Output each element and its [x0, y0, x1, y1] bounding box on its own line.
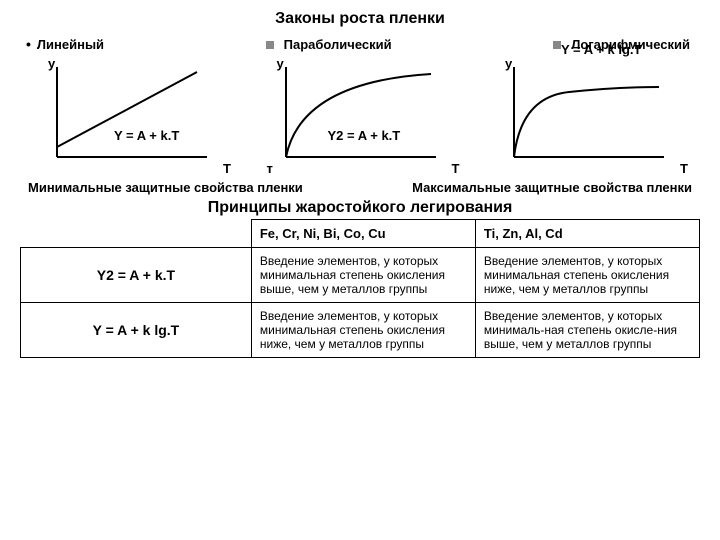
caption-min: Минимальные защитные свойства пленки: [28, 180, 333, 195]
subtitle: Принципы жаростойкого легирования: [20, 199, 700, 217]
linear-plot: [52, 62, 212, 162]
axis-t-label: T: [680, 161, 688, 176]
principles-table: Fe, Cr, Ni, Bi, Co, Cu Ti, Zn, Al, Cd Y2…: [20, 219, 700, 358]
table-row: Y = A + k lg.T Введение элементов, у кот…: [21, 303, 700, 358]
bullet-dot: •: [26, 36, 31, 52]
formula-linear: Y = A + k.T: [114, 128, 179, 143]
table-row: Fe, Cr, Ni, Bi, Co, Cu Ti, Zn, Al, Cd: [21, 220, 700, 248]
axis-t-label: T: [223, 161, 231, 176]
axis-t-label-lc: т: [267, 161, 460, 176]
chart-parabolic: y Y2 = A + k.T т T: [253, 56, 468, 176]
chart-linear: y Y = A + k.T T: [24, 56, 239, 176]
row-formula-1: Y2 = A + k.T: [21, 248, 252, 303]
head-linear: Линейный: [37, 37, 104, 52]
col-h2: Ti, Zn, Al, Cd: [475, 220, 699, 248]
cell: Введение элементов, у которых минимальна…: [251, 303, 475, 358]
page-title: Законы роста пленки: [20, 10, 700, 28]
bullet-square-icon: [553, 41, 561, 49]
chart-log: y Y = A + k lg.T T: [481, 56, 696, 176]
table-row: Y2 = A + k.T Введение элементов, у котор…: [21, 248, 700, 303]
log-plot: [509, 62, 669, 162]
row-formula-2: Y = A + k lg.T: [21, 303, 252, 358]
bullet-square-icon: [266, 41, 274, 49]
charts-row: y Y = A + k.T T y Y2 = A + k.T т T y Y =…: [20, 56, 700, 176]
captions-row: Минимальные защитные свойства пленки Мак…: [20, 180, 700, 197]
head-parabolic: Параболический: [284, 37, 392, 52]
cell: Введение элементов, у которых минимальна…: [251, 248, 475, 303]
formula-log: Y = A + k lg.T: [561, 42, 641, 57]
formula-parabolic: Y2 = A + k.T: [328, 128, 401, 143]
cell: Введение элементов, у которых минималь-н…: [475, 303, 699, 358]
axis-t-label: T: [452, 161, 460, 176]
parabolic-plot: [281, 62, 441, 162]
cell: Введение элементов, у которых минимальна…: [475, 248, 699, 303]
col-h1: Fe, Cr, Ni, Bi, Co, Cu: [251, 220, 475, 248]
caption-max: Максимальные защитные свойства пленки: [387, 180, 692, 195]
